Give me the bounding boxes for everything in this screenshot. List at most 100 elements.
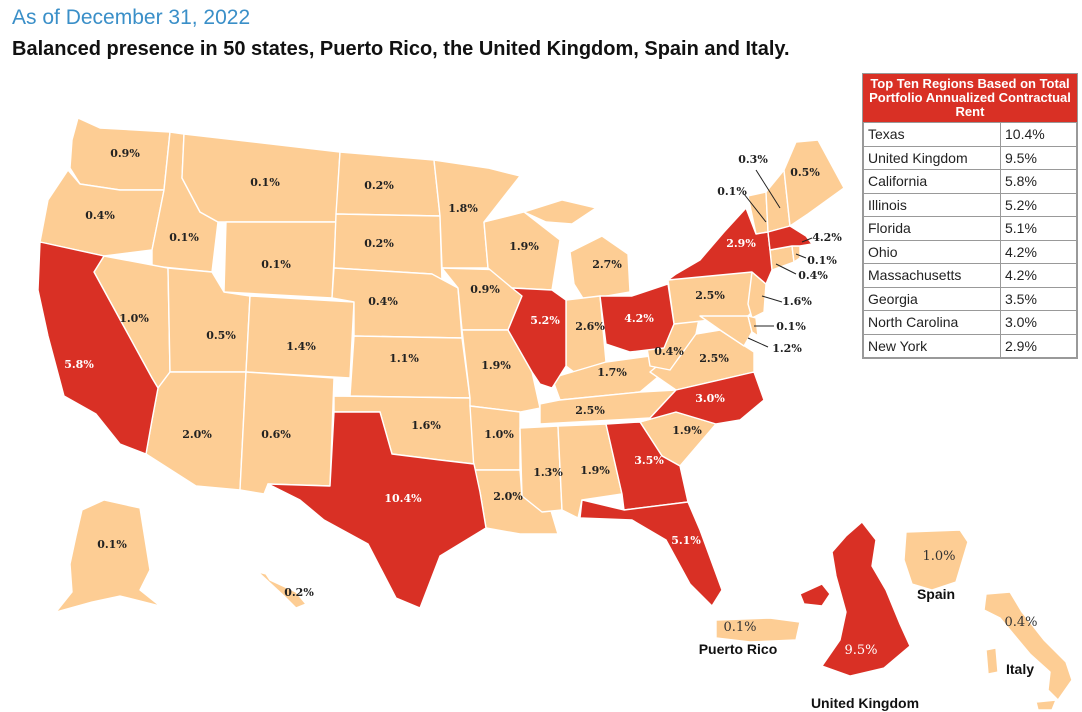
label-ks: 1.1% (389, 352, 419, 365)
name-italy: Italy (1006, 661, 1034, 677)
top-ten-value: 2.9% (1000, 333, 1077, 358)
label-ky: 1.7% (597, 366, 627, 379)
state-north-carolina[interactable] (639, 371, 765, 425)
state-maryland[interactable] (699, 315, 753, 347)
top-ten-row: Florida 5.1% (863, 216, 1077, 241)
label-ga: 3.5% (634, 454, 664, 467)
top-ten-region: Georgia (863, 286, 1001, 311)
label-id: 0.1% (169, 231, 199, 244)
label-ri: 0.1% (807, 254, 837, 267)
label-ok: 1.6% (411, 419, 441, 432)
state-michigan-upper[interactable] (523, 199, 597, 225)
label-wa: 0.9% (110, 147, 140, 160)
top-ten-value: 10.4% (1000, 122, 1077, 147)
page-headline: Balanced presence in 50 states, Puerto R… (12, 38, 790, 60)
label-wi: 1.9% (509, 240, 539, 253)
state-hawaii[interactable] (257, 571, 307, 609)
label-ms: 1.3% (533, 466, 563, 479)
label-ak: 0.1% (97, 538, 127, 551)
puerto-rico[interactable] (715, 617, 801, 643)
label-sd: 0.2% (364, 237, 394, 250)
top-ten-row: Ohio 4.2% (863, 239, 1077, 264)
label-va: 2.5% (699, 352, 729, 365)
state-georgia[interactable] (605, 421, 689, 511)
label-nj: 1.6% (782, 295, 812, 308)
italy[interactable] (983, 591, 1073, 701)
spain[interactable] (903, 529, 969, 591)
label-wy: 0.1% (261, 258, 291, 271)
label-wv: 0.4% (654, 345, 684, 358)
state-florida[interactable] (579, 499, 723, 607)
state-massachusetts[interactable] (767, 225, 813, 251)
state-alaska[interactable] (55, 499, 161, 613)
label-co: 1.4% (286, 340, 316, 353)
label-ia: 0.9% (470, 283, 500, 296)
label-pa: 2.5% (695, 289, 725, 302)
label-fl: 5.1% (671, 534, 701, 547)
top-ten-value: 5.1% (1000, 216, 1077, 241)
label-az: 2.0% (182, 428, 212, 441)
label-il: 5.2% (530, 314, 560, 327)
top-ten-row: North Carolina 3.0% (863, 310, 1077, 335)
great-britain[interactable] (821, 521, 911, 677)
state-illinois[interactable] (507, 287, 567, 389)
label-nm: 0.6% (261, 428, 291, 441)
top-ten-table-title: Top Ten Regions Based on Total Portfolio… (863, 74, 1077, 122)
top-ten-region: Massachusetts (863, 263, 1001, 288)
label-in: 2.6% (575, 320, 605, 333)
state-maine[interactable] (783, 139, 845, 227)
label-ny: 2.9% (726, 237, 756, 250)
label-ne: 0.4% (368, 295, 398, 308)
non-contiguous (55, 499, 801, 643)
label-nh: 0.3% (738, 153, 768, 166)
region-labels: 0.9% 0.4% 5.8% 1.0% 0.1% 0.1% 0.1% 0.5% … (64, 147, 1037, 658)
as-of-date: As of December 31, 2022 (12, 6, 251, 29)
top-ten-region: Texas (863, 122, 1001, 147)
northern-ireland[interactable] (799, 583, 831, 607)
label-nd: 0.2% (364, 179, 394, 192)
label-al: 1.9% (580, 464, 610, 477)
label-nc: 3.0% (695, 392, 725, 405)
state-california[interactable] (37, 241, 159, 455)
top-ten-region: United Kingdom (863, 145, 1001, 170)
state-indiana[interactable] (565, 295, 607, 373)
sicily[interactable] (1035, 699, 1057, 711)
state-kansas[interactable] (349, 335, 471, 399)
sardinia[interactable] (985, 647, 999, 675)
state-colorado[interactable] (245, 295, 355, 379)
label-md: 1.2% (772, 342, 802, 355)
top-ten-row: Massachusetts 4.2% (863, 263, 1077, 288)
label-sc: 1.9% (672, 424, 702, 437)
state-delaware[interactable] (747, 315, 759, 337)
state-texas[interactable] (267, 411, 487, 609)
label-hi: 0.2% (284, 586, 314, 599)
label-tx: 10.4% (384, 492, 422, 505)
us-states (39, 117, 845, 535)
top-ten-value: 5.2% (1000, 192, 1077, 217)
state-mississippi[interactable] (519, 425, 563, 513)
label-ar: 1.0% (484, 428, 514, 441)
top-ten-row: New York 2.9% (863, 333, 1077, 358)
name-spain: Spain (917, 586, 955, 602)
name-puerto-rico: Puerto Rico (699, 641, 778, 657)
leader-lines (743, 169, 813, 348)
state-ohio[interactable] (599, 283, 675, 353)
label-mn: 1.8% (448, 202, 478, 215)
label-tn: 2.5% (575, 404, 605, 417)
label-oh: 4.2% (624, 312, 654, 325)
label-la: 2.0% (493, 490, 523, 503)
top-ten-row: United Kingdom 9.5% (863, 145, 1077, 170)
top-ten-table: Top Ten Regions Based on Total Portfolio… (862, 73, 1078, 359)
label-ma: 4.2% (812, 231, 842, 244)
label-mt: 0.1% (250, 176, 280, 189)
state-michigan[interactable] (569, 235, 631, 301)
name-united-kingdom: United Kingdom (811, 695, 919, 711)
top-ten-rows: Texas 10.4% United Kingdom 9.5% California 5.… (863, 122, 1077, 358)
label-it: 0.4% (1004, 615, 1037, 630)
top-ten-value: 9.5% (1000, 145, 1077, 170)
top-ten-region: California (863, 169, 1001, 194)
top-ten-region: North Carolina (863, 310, 1001, 335)
label-mo: 1.9% (481, 359, 511, 372)
label-pr: 0.1% (723, 620, 756, 635)
